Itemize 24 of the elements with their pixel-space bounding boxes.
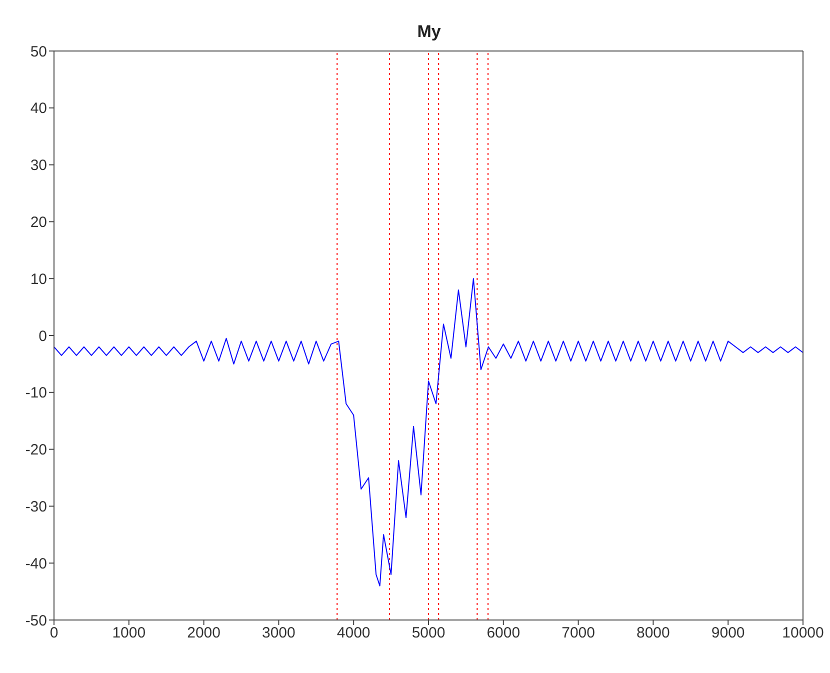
y-tick-label: 10 [30, 270, 47, 288]
y-tick-label: 0 [38, 328, 47, 345]
y-tick-label: 30 [30, 157, 47, 174]
y-tick-label: -50 [25, 612, 47, 630]
line-series [54, 278, 803, 586]
chart-title: My [416, 22, 442, 42]
x-tick-label: 10000 [782, 624, 824, 642]
x-tick-label: 7000 [562, 624, 595, 642]
x-tick-label: 8000 [636, 624, 670, 642]
x-tick-label: 1000 [112, 624, 146, 642]
y-tick-label: -20 [25, 442, 47, 459]
y-tick-label: 20 [30, 214, 47, 232]
y-tick-label: -30 [25, 498, 47, 516]
x-tick-label: 6000 [486, 624, 520, 642]
x-tick-label: 0 [50, 624, 58, 642]
y-tick-label: -10 [25, 384, 47, 402]
y-tick-label: 40 [30, 100, 47, 118]
x-tick-label: 9000 [711, 624, 745, 642]
y-tick-label: 50 [30, 43, 47, 60]
y-tick-label: -40 [25, 555, 47, 572]
x-tick-label: 2000 [187, 624, 220, 642]
x-tick-label: 3000 [262, 624, 296, 642]
x-tick-label: 5000 [412, 624, 446, 642]
x-tick-label: 4000 [336, 624, 370, 642]
